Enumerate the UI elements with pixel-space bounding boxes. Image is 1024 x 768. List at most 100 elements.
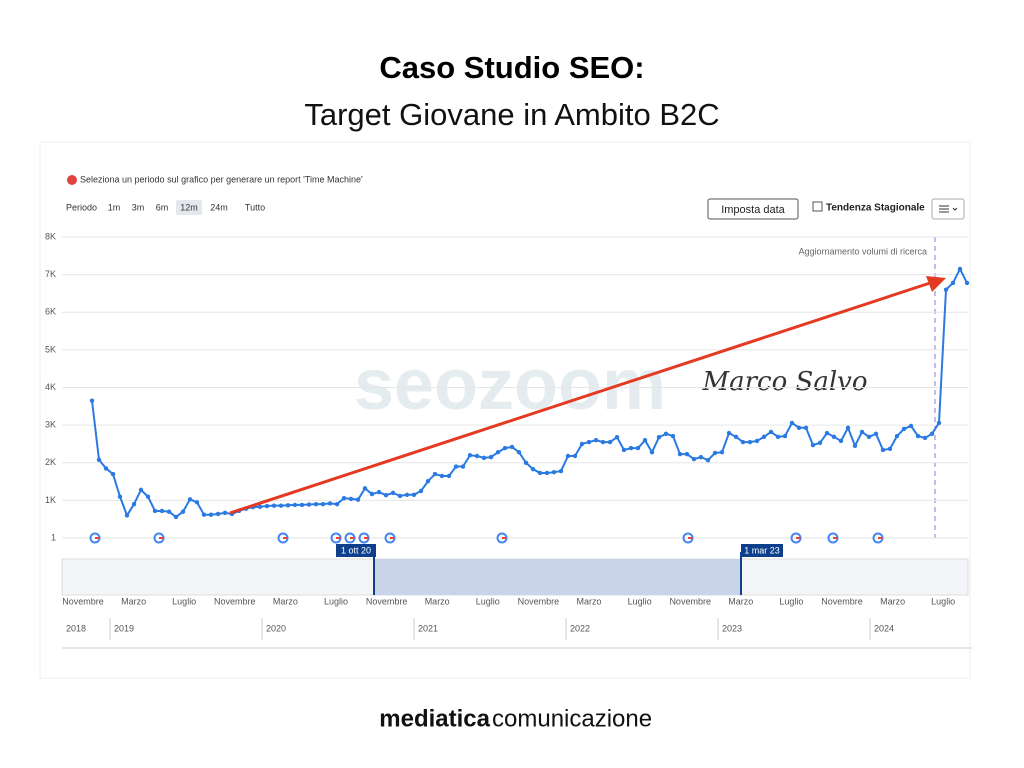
point: [376, 489, 382, 495]
point: [740, 439, 746, 445]
point: [901, 426, 907, 432]
navigator-selection[interactable]: [374, 559, 741, 595]
point: [950, 280, 956, 286]
point: [320, 501, 326, 507]
period-button[interactable]: [176, 200, 202, 215]
point: [453, 464, 459, 469]
navigator-month: Luglio: [172, 596, 196, 606]
point: [131, 501, 137, 507]
point: [432, 471, 438, 477]
point: [201, 512, 207, 517]
point: [880, 447, 886, 453]
seasonal-label: Tendenza Stagionale: [826, 203, 925, 214]
navigator-month: Luglio: [476, 596, 500, 606]
point: [439, 473, 445, 479]
point: [411, 492, 417, 497]
point: [292, 502, 298, 508]
signature: Marco Salvo: [701, 367, 867, 397]
point: [565, 453, 571, 459]
seasonal-checkbox[interactable]: [812, 201, 823, 212]
point: [635, 445, 641, 451]
navigator-year: 2019: [114, 623, 134, 633]
y-tick-label: 2K: [45, 457, 56, 467]
navigator-month: Novembre: [366, 596, 408, 606]
subtitle: Target Giovane in Ambito B2C: [304, 97, 719, 132]
point: [845, 425, 851, 430]
point: [117, 494, 123, 499]
point: [334, 501, 340, 507]
point: [509, 444, 515, 450]
point: [600, 439, 606, 445]
navigator-axis: Novembre Marzo Luglio Novembre Marzo Luglio No…: [62, 596, 955, 640]
date-button-text: Imposta data: [721, 204, 785, 216]
point: [747, 439, 753, 445]
period-button-text: 12m: [180, 202, 198, 212]
point: [404, 492, 410, 497]
point: [537, 470, 543, 476]
period-button[interactable]: [104, 200, 124, 215]
point: [922, 435, 928, 441]
point: [866, 434, 872, 440]
point: [768, 429, 774, 435]
navigator-month: Marzo: [728, 596, 753, 606]
point: [691, 456, 697, 462]
point: [383, 492, 389, 498]
point: [110, 471, 116, 477]
point: [166, 509, 172, 514]
point: [677, 451, 683, 457]
y-tick-label: 8K: [45, 231, 56, 241]
point: [698, 454, 704, 460]
point: [341, 495, 347, 501]
point: [103, 466, 109, 471]
point: [810, 442, 816, 448]
footer-bold: mediatica: [379, 705, 490, 732]
point: [754, 438, 760, 444]
navigator-month: Marzo: [121, 596, 146, 606]
point: [271, 503, 277, 508]
point: [285, 503, 291, 508]
period-button-text: 6m: [156, 202, 169, 212]
range-start: 1 ott 20: [341, 545, 371, 555]
point: [719, 450, 725, 455]
point: [873, 431, 879, 437]
point: [222, 510, 228, 516]
point: [733, 434, 739, 440]
point: [796, 425, 802, 430]
point: [586, 439, 592, 445]
point: [481, 455, 487, 461]
point: [369, 491, 375, 497]
navigator-month: Marzo: [880, 596, 905, 606]
navigator-year: 2024: [874, 623, 894, 633]
point: [908, 423, 914, 429]
point: [859, 429, 865, 435]
point: [936, 420, 942, 426]
point: [887, 446, 893, 452]
point: [761, 434, 767, 440]
google-icons: [89, 532, 884, 544]
date-button[interactable]: [707, 198, 799, 220]
menu-icon: [939, 205, 958, 213]
period-button[interactable]: [206, 200, 232, 215]
point: [817, 440, 823, 446]
point: [495, 450, 501, 455]
period-buttons: 1m 3m 6m 12m 24m Tutto: [104, 200, 274, 215]
navigator-month: Luglio: [324, 596, 348, 606]
navigator-year: 2022: [570, 623, 590, 633]
point: [278, 503, 284, 508]
navigator-month: Marzo: [425, 596, 450, 606]
range-flag: [741, 544, 783, 557]
point: [572, 453, 578, 459]
period-button-text: 24m: [210, 202, 228, 212]
period-button-text: 1m: [108, 202, 121, 212]
point: [215, 511, 221, 517]
point: [579, 441, 585, 447]
point: [628, 445, 634, 451]
period-button[interactable]: [236, 200, 274, 215]
period-button[interactable]: [128, 200, 148, 215]
navigator-year: 2023: [722, 623, 742, 633]
navigator-month: Novembre: [669, 596, 711, 606]
navigator-month: Luglio: [931, 596, 955, 606]
range-end: 1 mar 23: [744, 545, 780, 555]
period-button[interactable]: [152, 200, 172, 215]
y-tick-label: 3K: [45, 420, 56, 430]
